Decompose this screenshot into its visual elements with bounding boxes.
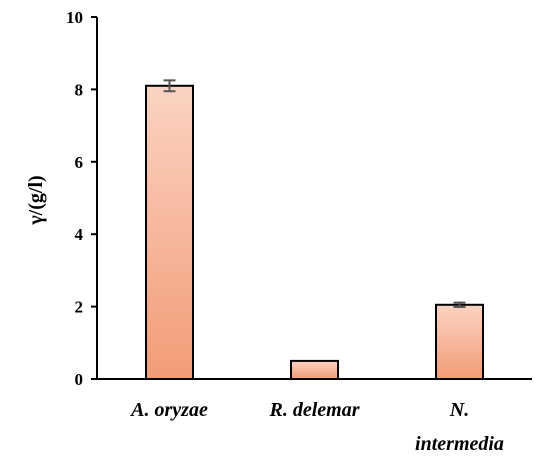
y-tick-label: 0 <box>75 370 84 389</box>
x-category-label: A. oryzae <box>129 399 208 421</box>
y-tick-label: 2 <box>75 298 84 317</box>
y-tick-label: 10 <box>66 8 83 27</box>
bar <box>290 359 339 380</box>
y-tick-label: 8 <box>75 80 84 99</box>
x-category-label: R. delemar <box>269 399 360 421</box>
bar <box>145 84 194 380</box>
x-category-label: intermedia <box>415 433 504 455</box>
plot-area: 0 2 4 6 8 10 A. oryzae R. delemar N. intermedia <box>66 8 504 455</box>
y-tick-label: 6 <box>75 153 84 172</box>
y-tick-label: 4 <box>75 225 84 244</box>
y-axis-title: γ/(g/l) <box>25 175 47 225</box>
bar <box>435 303 484 381</box>
x-category-label: N. <box>449 399 469 421</box>
